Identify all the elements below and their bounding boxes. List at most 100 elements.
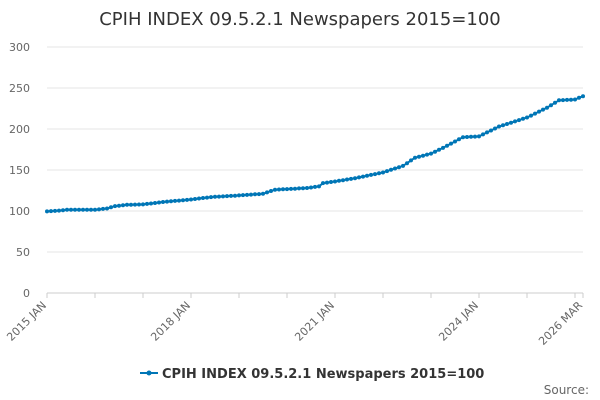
data-point	[185, 197, 189, 202]
data-point	[101, 206, 105, 211]
data-point	[157, 200, 161, 205]
data-point	[537, 109, 541, 114]
data-point	[249, 192, 253, 197]
grid	[47, 46, 583, 253]
data-point	[397, 165, 401, 170]
data-point	[561, 98, 565, 103]
y-tick-label: 0	[23, 287, 30, 300]
data-point	[469, 134, 473, 139]
data-point	[253, 192, 257, 197]
data-point	[305, 186, 309, 190]
data-point	[481, 132, 485, 137]
data-point	[221, 194, 225, 199]
y-tick-label: 300	[9, 41, 30, 54]
data-point	[49, 209, 53, 214]
data-point	[85, 207, 89, 212]
data-point	[557, 98, 561, 103]
data-point	[401, 163, 405, 168]
data-point	[577, 95, 581, 100]
x-axis: 2015 JAN 2018 JAN 2021 JAN 2024 JAN 2026 MAR	[4, 292, 585, 348]
data-point	[297, 186, 301, 191]
data-point	[453, 139, 457, 144]
data-point	[545, 105, 549, 110]
data-point	[69, 207, 73, 212]
data-point	[281, 187, 285, 192]
data-point	[217, 194, 221, 199]
data-point	[329, 180, 333, 184]
data-point	[553, 100, 557, 105]
data-point	[125, 202, 129, 207]
series-line	[46, 95, 584, 213]
data-point	[333, 179, 337, 184]
data-point	[489, 128, 493, 133]
data-point	[109, 205, 113, 210]
legend[interactable]: CPIH INDEX 09.5.2.1 Newspapers 2015=100	[140, 367, 484, 382]
data-point	[321, 181, 325, 186]
y-tick-label: 50	[16, 246, 30, 259]
data-point	[565, 97, 569, 102]
data-point	[269, 189, 273, 193]
data-point	[357, 175, 361, 180]
data-point	[241, 193, 245, 198]
data-point	[525, 115, 529, 120]
data-point	[361, 174, 365, 179]
data-point	[389, 167, 393, 172]
data-point	[377, 171, 381, 176]
data-point	[81, 207, 85, 212]
data-point	[317, 184, 321, 189]
data-point	[441, 145, 445, 150]
data-point	[265, 190, 269, 195]
data-point	[213, 194, 217, 199]
data-point	[509, 120, 513, 125]
data-point	[45, 209, 49, 214]
data-point	[353, 176, 357, 181]
x-tick-label: 2024 JAN	[436, 299, 481, 344]
data-point	[369, 172, 373, 177]
data-point	[381, 170, 385, 175]
x-tick-label: 2026 MAR	[536, 299, 585, 348]
data-point	[301, 186, 305, 191]
data-point	[197, 196, 201, 201]
data-point	[137, 202, 141, 207]
data-point	[309, 185, 313, 190]
data-point	[121, 203, 125, 208]
data-point	[429, 151, 433, 156]
source-label: Source:	[544, 383, 589, 397]
data-point	[53, 208, 57, 213]
data-point	[165, 199, 169, 204]
data-point	[229, 193, 233, 198]
data-point	[337, 178, 341, 183]
y-axis: 0 50 100 150 200 250 300	[9, 41, 30, 300]
data-point	[393, 166, 397, 171]
data-point	[257, 192, 261, 197]
data-point	[133, 202, 137, 207]
data-point	[501, 123, 505, 128]
data-point	[417, 154, 421, 159]
data-point	[313, 184, 317, 189]
data-point	[261, 191, 265, 196]
data-point	[77, 207, 81, 212]
y-tick-label: 250	[9, 82, 30, 95]
data-point	[177, 198, 181, 203]
data-point	[461, 135, 465, 140]
data-point	[409, 158, 413, 163]
data-point	[277, 187, 281, 192]
data-point	[421, 153, 425, 158]
data-point	[73, 207, 77, 212]
data-point	[245, 192, 249, 197]
data-point	[549, 103, 553, 108]
data-point	[445, 143, 449, 148]
data-point	[405, 161, 409, 166]
data-point	[437, 147, 441, 152]
data-point	[533, 111, 537, 116]
data-point	[209, 195, 213, 200]
data-point	[505, 122, 509, 126]
data-point	[169, 199, 173, 204]
data-point	[541, 107, 545, 112]
data-point	[433, 149, 437, 154]
data-point	[569, 97, 573, 102]
data-point	[529, 113, 533, 118]
data-point	[273, 187, 277, 192]
data-point	[145, 201, 149, 206]
data-point	[573, 97, 577, 102]
